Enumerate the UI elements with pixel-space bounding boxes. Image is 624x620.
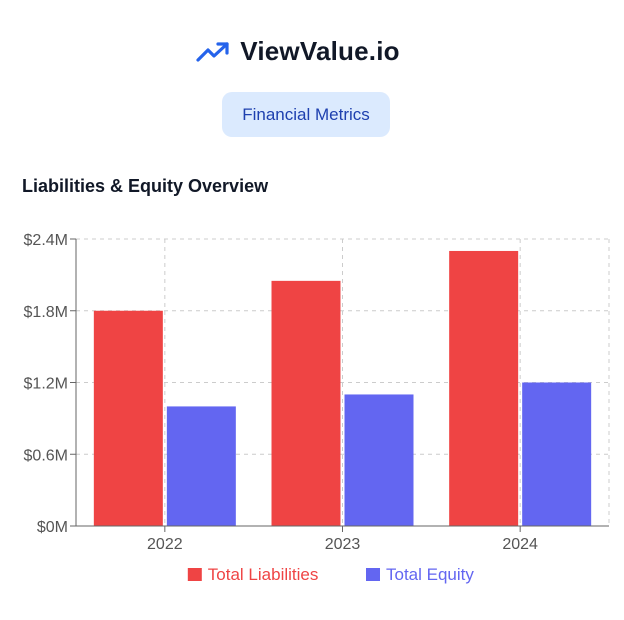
chart-title: Liabilities & Equity Overview [22, 176, 269, 196]
x-tick-label: 2024 [502, 536, 538, 553]
legend-swatch [366, 568, 380, 581]
legend-label: Total Equity [386, 565, 474, 584]
x-tick-label: 2023 [325, 536, 361, 553]
bar-total-equity-2024 [522, 382, 592, 526]
y-tick-label: $0M [37, 519, 68, 536]
brand-header: ViewValue.io [0, 36, 596, 67]
trending-up-icon [196, 41, 229, 62]
bar-total-liabilities-2022 [93, 310, 163, 526]
legend-swatch [187, 568, 202, 581]
brand-name: ViewValue.io [240, 36, 400, 66]
y-tick-label: $0.6M [24, 447, 68, 464]
bar-total-equity-2023 [344, 394, 414, 526]
y-tick-label: $1.8M [24, 304, 68, 321]
bar-total-liabilities-2023 [271, 280, 341, 526]
y-tick-label: $2.4M [24, 232, 68, 249]
legend-label: Total Liabilities [208, 565, 319, 584]
bar-total-liabilities-2024 [449, 250, 519, 527]
x-tick-label: 2022 [147, 536, 183, 553]
y-tick-label: $1.2M [24, 376, 68, 393]
bar-total-equity-2022 [166, 406, 236, 526]
financial-metrics-button[interactable]: Financial Metrics [222, 92, 390, 137]
